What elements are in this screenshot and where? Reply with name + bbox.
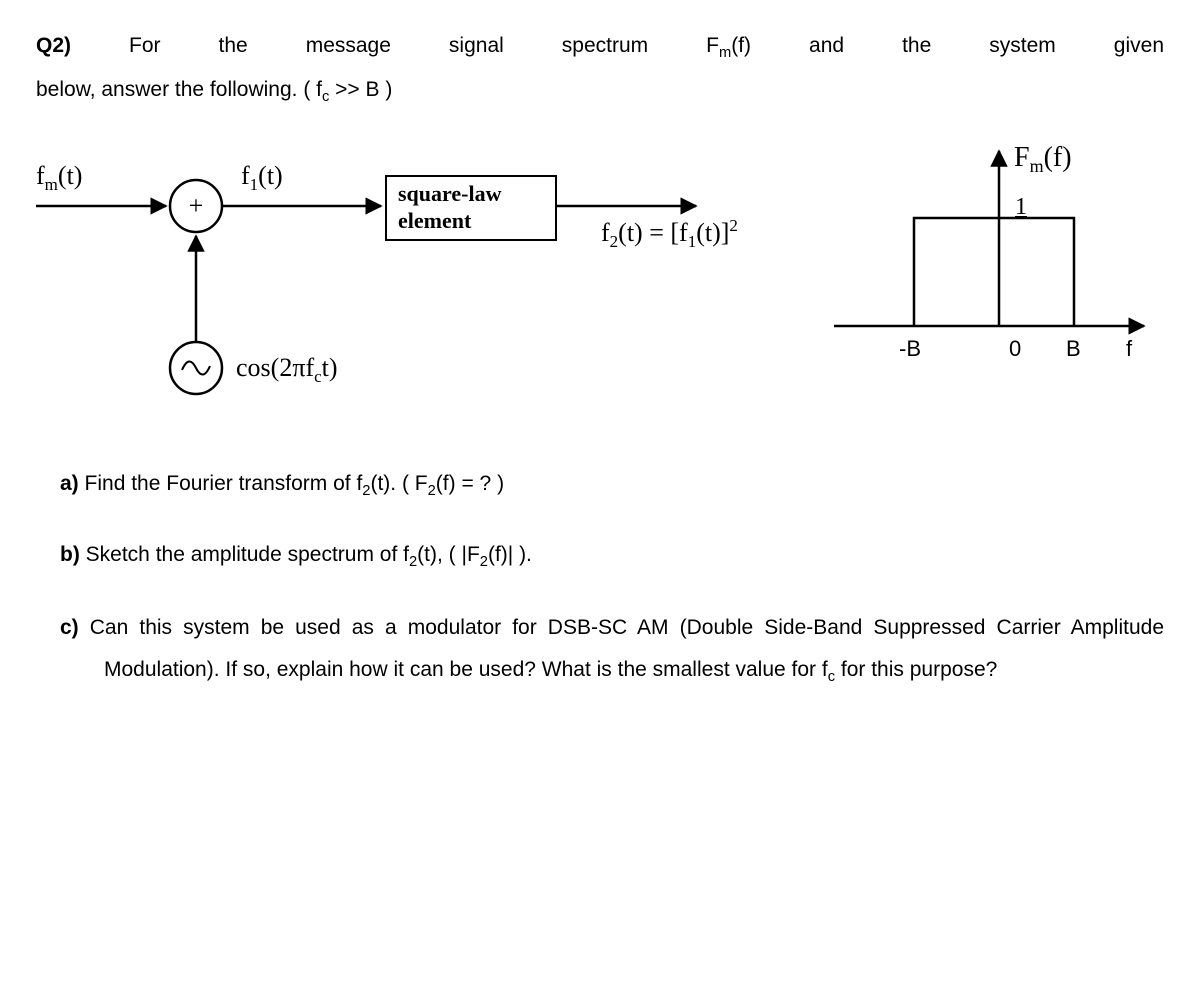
part-a-text3: (f) = ? ) [436, 472, 504, 495]
part-b-label: b) [60, 543, 80, 566]
figure-row: fm(t) + f1(t) square-law element f2(t) =… [36, 136, 1164, 426]
part-c-text1: Can this system be used as a modulator f… [79, 616, 1164, 681]
part-c: c) Can this system be used as a modulato… [36, 607, 1164, 693]
fm-label: fm(t) [36, 161, 82, 194]
sine-icon [182, 362, 210, 375]
part-a-text2: (t). ( F [370, 472, 427, 495]
part-b: b) Sketch the amplitude spectrum of f2(t… [36, 537, 1164, 575]
label-B: B [1066, 336, 1081, 361]
part-a: a) Find the Fourier transform of f 2(t). … [36, 466, 1164, 504]
box-line2: element [398, 208, 472, 233]
part-b-sub1: 2 [409, 554, 417, 570]
part-b-text1: Sketch the amplitude spectrum of f [80, 543, 409, 566]
part-b-sub2: 2 [480, 554, 488, 570]
part-a-label: a) [60, 472, 79, 495]
q-text-1b: (f) and the system given [731, 34, 1164, 57]
f1-label: f1(t) [241, 161, 283, 194]
part-b-text2: (t), ( |F [417, 543, 480, 566]
part-a-text1: Find the Fourier transform of f [79, 472, 363, 495]
q-sub-m: m [719, 45, 731, 61]
y-axis-label: Fm(f) [1014, 142, 1072, 176]
label-negB: -B [899, 336, 921, 361]
cos-label: cos(2πfct) [236, 353, 338, 386]
block-diagram: fm(t) + f1(t) square-law element f2(t) =… [36, 136, 786, 426]
part-c-text2: for this purpose? [835, 658, 997, 681]
box-line1: square-law [398, 181, 502, 206]
q-text-2a: below, answer the following. ( f [36, 78, 322, 101]
question-header-line2: below, answer the following. ( fc >> B ) [36, 72, 1164, 110]
label-f: f [1126, 336, 1133, 361]
part-b-text3: (f)| ). [488, 543, 532, 566]
spectrum-plot: Fm(f) 1 -B 0 B f [804, 136, 1164, 396]
summer-plus: + [189, 191, 204, 220]
part-c-label: c) [60, 616, 79, 639]
part-c-sub: c [828, 669, 835, 685]
f2-eq: f2(t) = [f1(t)]2 [601, 216, 738, 251]
question-parts: a) Find the Fourier transform of f2(t). … [36, 466, 1164, 692]
tick-1: 1 [1015, 194, 1027, 220]
question-header-line1: Q2) For the message signal spectrum Fm(f… [36, 28, 1164, 66]
q-text-1a: For the message signal spectrum F [71, 34, 719, 57]
q-label: Q2) [36, 34, 71, 57]
part-a-sub2: 2 [428, 484, 436, 500]
label-0: 0 [1009, 336, 1021, 361]
spectrum-rect [914, 218, 1074, 326]
q-text-2b: >> B ) [329, 78, 392, 101]
